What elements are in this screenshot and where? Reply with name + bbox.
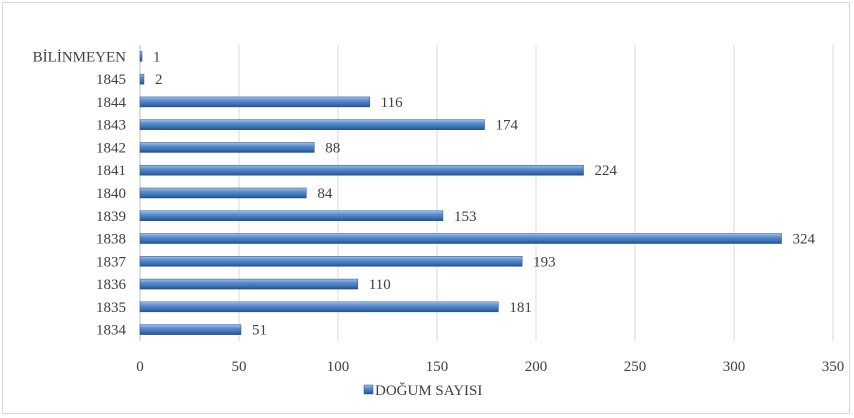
data-label: 153 bbox=[454, 209, 477, 225]
category-label: BİLİNMEYEN bbox=[33, 49, 126, 65]
data-label: 88 bbox=[325, 140, 340, 156]
category-label: 1839 bbox=[96, 209, 126, 225]
category-label: 1845 bbox=[96, 72, 126, 88]
category-label: 1838 bbox=[96, 232, 126, 248]
category-label: 1842 bbox=[96, 140, 126, 156]
x-tick-label: 150 bbox=[426, 359, 449, 375]
data-label: 324 bbox=[793, 232, 816, 248]
data-label: 84 bbox=[317, 186, 333, 202]
bar-1845 bbox=[139, 73, 145, 85]
data-label: 224 bbox=[595, 163, 618, 179]
category-label: 1844 bbox=[96, 95, 127, 111]
category-label: 1836 bbox=[96, 277, 127, 293]
bar-1839 bbox=[139, 210, 444, 222]
bar-1834 bbox=[139, 324, 242, 335]
category-labels: BİLİNMEYEN 1845 1844 1843 1842 1841 1840 1839 18… bbox=[33, 49, 127, 338]
data-label: 116 bbox=[381, 95, 403, 111]
x-tick-label: 0 bbox=[136, 359, 144, 375]
x-tick-label: 200 bbox=[525, 359, 548, 375]
data-label: 174 bbox=[496, 118, 519, 134]
bar-1843 bbox=[139, 119, 485, 130]
x-tick-labels: 0 50 100 150 200 250 300 350 bbox=[136, 359, 844, 375]
x-tick-label: 300 bbox=[723, 359, 746, 375]
category-label: 1835 bbox=[96, 300, 126, 316]
data-label: 181 bbox=[509, 300, 532, 316]
data-labels: 1 2 116 174 88 224 84 153 324 193 110 181 51 bbox=[153, 49, 816, 338]
x-tick-label: 100 bbox=[327, 359, 350, 375]
data-label: 193 bbox=[533, 254, 556, 270]
bar-1840 bbox=[139, 187, 307, 199]
bar-1837 bbox=[139, 256, 523, 267]
category-label: 1837 bbox=[96, 254, 127, 270]
legend-label: DOĞUM SAYISI bbox=[375, 382, 482, 399]
data-label: 2 bbox=[155, 72, 163, 88]
data-label: 51 bbox=[252, 323, 267, 339]
data-label: 1 bbox=[153, 49, 161, 65]
x-tick-label: 250 bbox=[624, 359, 647, 375]
bar-1836 bbox=[139, 278, 359, 290]
category-label: 1840 bbox=[96, 186, 126, 202]
category-label: 1841 bbox=[96, 163, 126, 179]
bar-1835 bbox=[139, 301, 499, 313]
x-tick-label: 350 bbox=[822, 359, 845, 375]
bar-1841 bbox=[139, 164, 584, 176]
category-label: 1834 bbox=[96, 323, 127, 339]
x-tick-label: 50 bbox=[232, 359, 247, 375]
legend-swatch bbox=[363, 384, 374, 395]
bar-1842 bbox=[139, 142, 315, 153]
category-label: 1843 bbox=[96, 118, 126, 134]
bars bbox=[139, 51, 782, 335]
legend: DOĞUM SAYISI bbox=[363, 382, 482, 399]
bar-1844 bbox=[139, 96, 370, 108]
chart-frame bbox=[2, 2, 850, 414]
bar-BİLİNMEYEN bbox=[139, 51, 143, 62]
data-label: 110 bbox=[369, 277, 391, 293]
bar-1838 bbox=[139, 233, 782, 244]
